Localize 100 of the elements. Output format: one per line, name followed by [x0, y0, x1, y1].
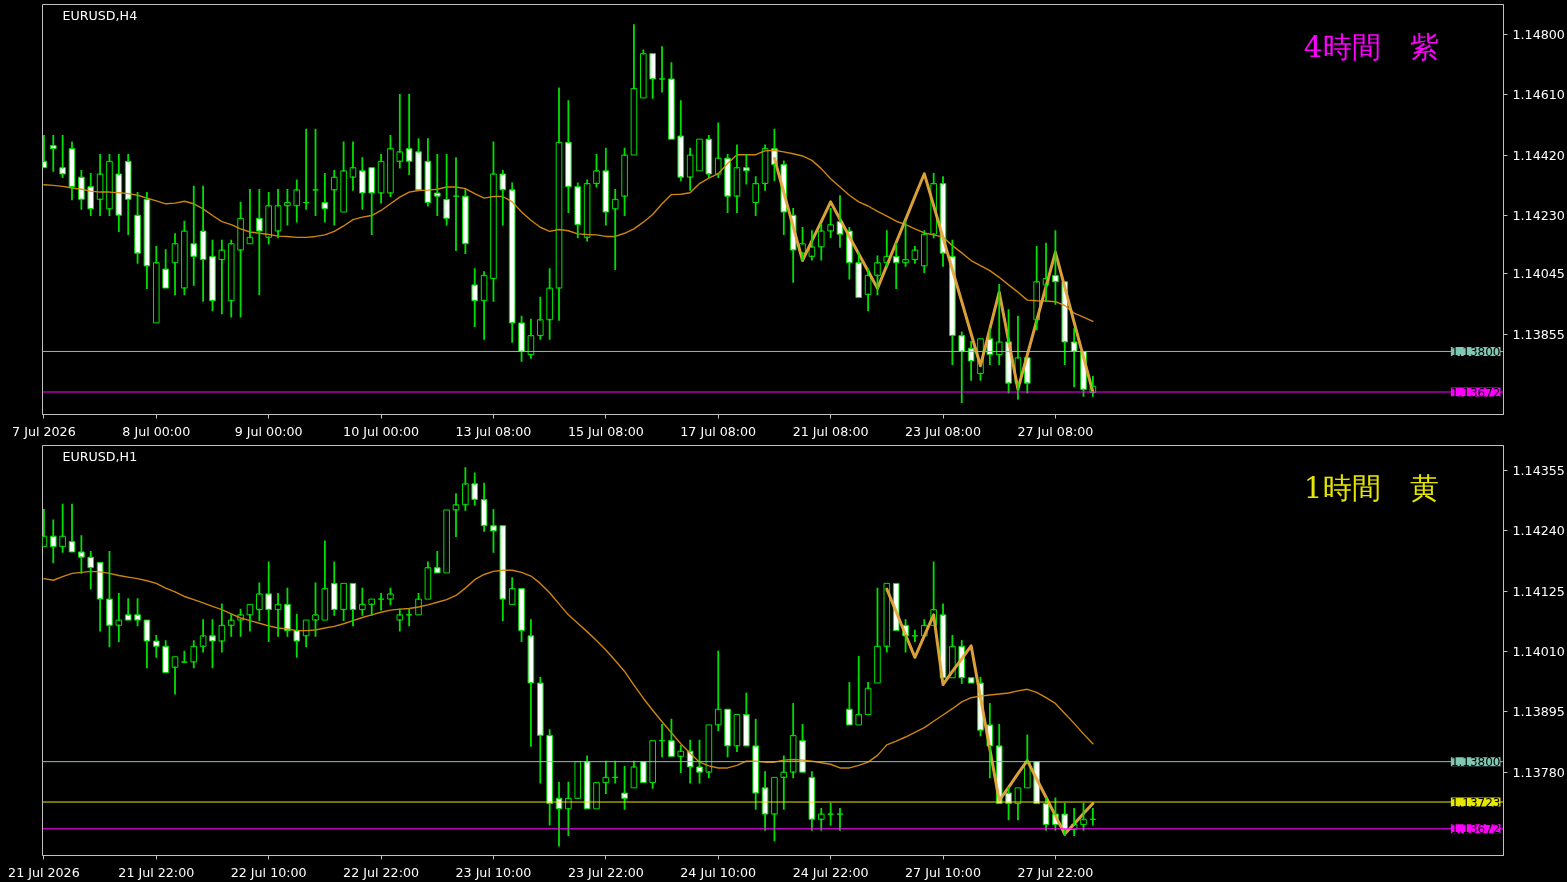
x-tick-label: 7 Jul 2026	[12, 423, 76, 439]
candlestick	[967, 677, 975, 684]
y-tick-label: 1.14240	[1512, 523, 1565, 539]
candlestick	[602, 760, 610, 795]
y-tick-label: 1.14010	[1512, 644, 1565, 660]
candlestick	[471, 472, 479, 506]
candlestick	[218, 239, 226, 315]
candlestick	[359, 157, 366, 210]
candlestick	[855, 252, 863, 299]
candlestick	[96, 154, 104, 217]
candlestick	[396, 608, 404, 632]
y-tick-label: 1.13895	[1512, 704, 1565, 720]
candlestick	[761, 771, 769, 831]
candlestick	[546, 729, 553, 826]
candlestick	[780, 755, 788, 810]
candlestick	[555, 87, 563, 321]
y-tick-label: 1.14355	[1512, 463, 1565, 479]
candlestick	[911, 245, 919, 264]
chart-title: EURUSD,H1	[62, 448, 138, 464]
candlestick	[499, 169, 507, 226]
x-tick-label: 23 Jul 22:00	[567, 864, 644, 880]
candlestick	[817, 807, 825, 831]
candlestick	[611, 188, 619, 270]
candlestick	[49, 519, 57, 564]
candlestick	[864, 682, 872, 715]
candlestick	[340, 141, 347, 213]
ref-line-label: 1.13800	[1450, 344, 1501, 359]
candlestick	[602, 147, 610, 226]
candlestick	[359, 587, 366, 616]
candlestick	[536, 676, 544, 784]
y-tick-label: 1.14045	[1512, 266, 1565, 282]
y-tick-label: 1.14800	[1512, 27, 1565, 43]
candlestick	[677, 745, 685, 774]
candlestick	[124, 598, 132, 621]
x-tick-label: 22 Jul 22:00	[343, 864, 420, 880]
candlestick	[87, 551, 95, 590]
x-tick-label: 15 Jul 08:00	[567, 423, 644, 439]
candlestick	[246, 603, 254, 632]
x-tick-label: 8 Jul 00:00	[122, 423, 191, 439]
x-tick-label: 22 Jul 10:00	[230, 864, 307, 880]
candlestick	[265, 561, 272, 642]
candlestick	[227, 613, 235, 637]
candlestick	[143, 619, 151, 669]
candlestick	[96, 561, 104, 632]
candlestick	[995, 284, 1003, 366]
candlestick	[171, 656, 179, 695]
candlestick	[143, 192, 151, 289]
candlestick	[1014, 787, 1022, 821]
candlestick	[714, 650, 722, 732]
candlestick	[480, 482, 488, 532]
candlestick	[162, 640, 169, 674]
candlestick	[293, 179, 301, 223]
y-tick-label: 1.13855	[1512, 326, 1565, 342]
y-tick-label: 1.13780	[1512, 764, 1565, 780]
candlestick	[199, 619, 207, 653]
candlestick	[462, 467, 469, 511]
candlestick	[190, 185, 198, 286]
candlestick	[256, 582, 263, 621]
line-series	[885, 587, 1095, 836]
candlestick	[527, 318, 535, 359]
candlestick	[199, 185, 207, 302]
candlestick	[640, 49, 647, 99]
y-tick-label: 1.14125	[1512, 583, 1565, 599]
candlestick	[443, 154, 450, 226]
ref-line-label: 1.13672	[1450, 822, 1501, 837]
candlestick	[405, 93, 413, 175]
candlestick	[649, 740, 656, 789]
x-tick-label: 17 Jul 08:00	[680, 423, 757, 439]
x-tick-label: 21 Jul 08:00	[792, 423, 869, 439]
x-tick-label: 10 Jul 00:00	[343, 423, 420, 439]
candlestick	[892, 242, 900, 289]
candlestick	[696, 138, 703, 172]
candlestick	[714, 122, 722, 179]
candlestick	[471, 268, 479, 327]
y-tick-label: 1.14230	[1512, 207, 1565, 223]
candlestick	[752, 718, 760, 810]
candlestick	[630, 760, 638, 789]
candlestick	[330, 561, 338, 616]
candlestick	[68, 503, 76, 553]
candlestick	[218, 603, 226, 653]
line-series	[43, 569, 1094, 769]
x-tick-label: 13 Jul 08:00	[455, 423, 532, 439]
x-tick-label: 27 Jul 22:00	[1017, 864, 1094, 880]
candlestick	[527, 619, 535, 747]
candlestick	[508, 182, 516, 343]
x-tick-label: 21 Jul 22:00	[118, 864, 195, 880]
candlestick	[817, 223, 825, 261]
candlestick	[368, 167, 376, 236]
candlestick	[256, 188, 263, 296]
x-tick-label: 9 Jul 00:00	[234, 423, 303, 439]
candlestick	[433, 154, 441, 217]
candlestick	[424, 138, 432, 207]
candlestick	[593, 782, 600, 810]
candlestick	[115, 592, 123, 642]
candlestick	[265, 192, 272, 245]
candlestick	[152, 245, 160, 324]
candlestick	[377, 154, 385, 204]
candlestick	[705, 135, 713, 179]
candlestick	[499, 525, 507, 621]
candlestick	[1070, 328, 1078, 388]
